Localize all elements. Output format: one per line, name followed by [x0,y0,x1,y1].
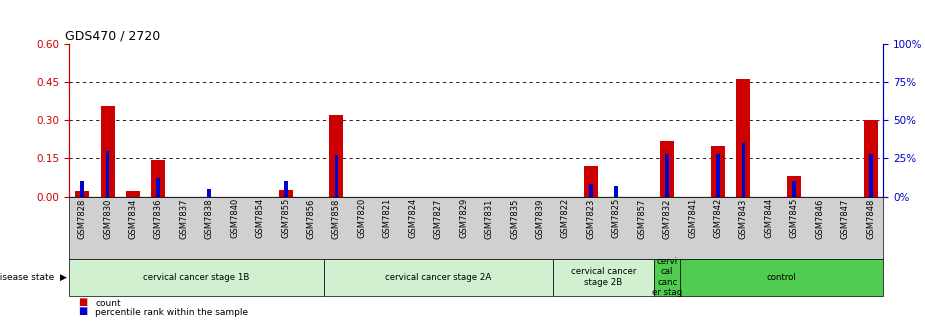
Bar [101,106,115,197]
Text: GSM7836: GSM7836 [154,198,163,239]
Text: GSM7825: GSM7825 [611,198,621,239]
Text: GSM7843: GSM7843 [739,198,748,239]
Text: GSM7855: GSM7855 [281,198,290,239]
Text: GSM7839: GSM7839 [536,198,545,239]
Text: GSM7828: GSM7828 [78,198,87,239]
Text: GSM7838: GSM7838 [204,198,214,239]
Bar [126,192,140,197]
Bar [329,115,343,197]
Bar [335,155,339,197]
Bar [207,189,211,197]
Text: GSM7821: GSM7821 [383,198,392,239]
Text: cervical cancer
stage 2B: cervical cancer stage 2B [571,267,636,287]
Bar [284,181,288,197]
Text: GSM7841: GSM7841 [688,198,697,239]
Bar [864,120,878,197]
Text: GSM7823: GSM7823 [586,198,596,239]
Bar [156,178,160,197]
Text: GSM7831: GSM7831 [485,198,494,239]
Bar [665,154,669,197]
Text: GSM7857: GSM7857 [637,198,647,239]
Bar [584,166,598,197]
Bar [716,154,720,197]
Bar [793,181,796,197]
Text: GSM7837: GSM7837 [179,198,189,239]
Text: GSM7854: GSM7854 [255,198,265,239]
Text: control: control [767,273,796,282]
Text: GSM7842: GSM7842 [713,198,722,239]
Text: GSM7824: GSM7824 [408,198,417,239]
Text: GSM7820: GSM7820 [357,198,366,239]
Text: count: count [95,299,121,308]
Text: cervical cancer stage 1B: cervical cancer stage 1B [143,273,250,282]
Text: GSM7835: GSM7835 [510,198,519,239]
Bar [589,184,593,197]
Text: GSM7847: GSM7847 [841,198,850,239]
Text: GSM7848: GSM7848 [866,198,875,239]
Bar [742,143,746,197]
Text: GSM7858: GSM7858 [332,198,341,239]
Bar [105,151,109,197]
Bar [787,176,801,197]
Bar [614,186,618,197]
Bar [869,154,872,197]
Text: GSM7832: GSM7832 [662,198,672,239]
Text: GSM7845: GSM7845 [790,198,799,239]
Text: GSM7844: GSM7844 [764,198,773,239]
Bar [660,140,674,197]
Text: GSM7834: GSM7834 [129,198,138,239]
Text: GSM7829: GSM7829 [459,198,468,239]
Text: GSM7830: GSM7830 [103,198,112,239]
Text: disease state  ▶: disease state ▶ [0,273,67,282]
Text: GSM7846: GSM7846 [815,198,824,239]
Text: ■: ■ [79,306,88,316]
Text: GSM7827: GSM7827 [434,198,443,239]
Bar [278,190,292,197]
Text: ■: ■ [79,297,88,307]
Text: GDS470 / 2720: GDS470 / 2720 [66,30,161,43]
Text: percentile rank within the sample: percentile rank within the sample [95,308,249,317]
Text: GSM7856: GSM7856 [306,198,315,239]
Bar [711,145,725,197]
Text: cervical cancer stage 2A: cervical cancer stage 2A [385,273,491,282]
Text: cervi
cal
canc
er stag: cervi cal canc er stag [652,257,683,297]
Bar [80,181,84,197]
Bar [75,192,89,197]
Bar [736,79,750,197]
Text: GSM7840: GSM7840 [230,198,240,239]
Bar [152,160,166,197]
Text: GSM7822: GSM7822 [561,198,570,239]
